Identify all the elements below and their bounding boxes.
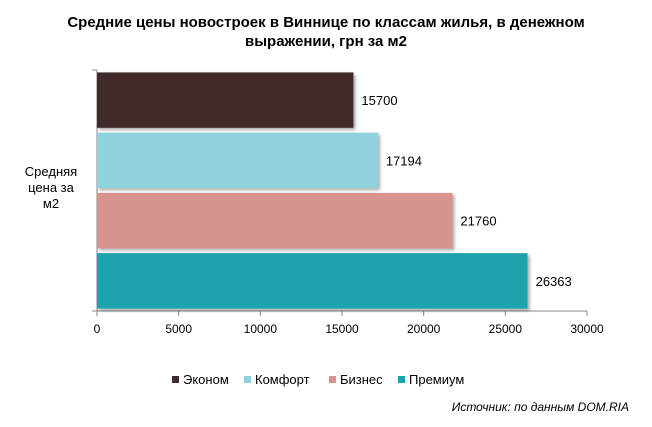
legend-swatch <box>244 376 251 383</box>
x-tick-label: 30000 <box>570 322 604 336</box>
x-tick-label: 0 <box>94 322 101 336</box>
legend-swatch <box>172 376 179 383</box>
data-label: 26363 <box>536 274 572 289</box>
legend-item: Комфорт <box>244 372 310 387</box>
legend-label: Эконом <box>183 372 229 387</box>
bar-3 <box>97 192 453 249</box>
x-tick-label: 10000 <box>244 322 278 336</box>
data-label: 21760 <box>460 214 496 229</box>
category-label-line: Средняя <box>25 164 77 179</box>
legend: Эконом Комфорт Бизнес Премиум <box>172 372 464 387</box>
x-tick-label: 25000 <box>489 322 523 336</box>
data-label: 15700 <box>361 93 397 108</box>
chart-title-line: Средние цены новостроек в Виннице по кла… <box>67 14 584 31</box>
legend-label: Комфорт <box>255 372 310 387</box>
legend-swatch <box>398 376 405 383</box>
x-tick-label: 15000 <box>325 322 359 336</box>
chart-title: Средние цены новостроек в Виннице по кла… <box>67 14 584 50</box>
bars <box>97 72 528 309</box>
legend-item: Премиум <box>398 372 464 387</box>
bar-1 <box>97 72 354 128</box>
category-label-line: м2 <box>43 196 59 211</box>
legend-item: Эконом <box>172 372 229 387</box>
chart-title-line: выражении, грн за м2 <box>245 33 407 50</box>
legend-label: Бизнес <box>340 372 383 387</box>
source-note: Источник: по данным DOM.RIA <box>452 400 629 414</box>
bar-2 <box>97 132 378 189</box>
bar-4 <box>97 253 528 309</box>
data-label: 17194 <box>386 153 422 168</box>
axes: 0 5000 10000 15000 20000 25000 30000 Средняяцен… <box>25 69 604 336</box>
category-label-line: цена за <box>28 180 75 195</box>
x-tick-label: 5000 <box>165 322 192 336</box>
legend-item: Бизнес <box>329 372 383 387</box>
x-tick-label: 20000 <box>407 322 441 336</box>
legend-label: Премиум <box>409 372 464 387</box>
legend-swatch <box>329 376 336 383</box>
data-labels: 15700 17194 21760 26363 <box>361 93 571 289</box>
